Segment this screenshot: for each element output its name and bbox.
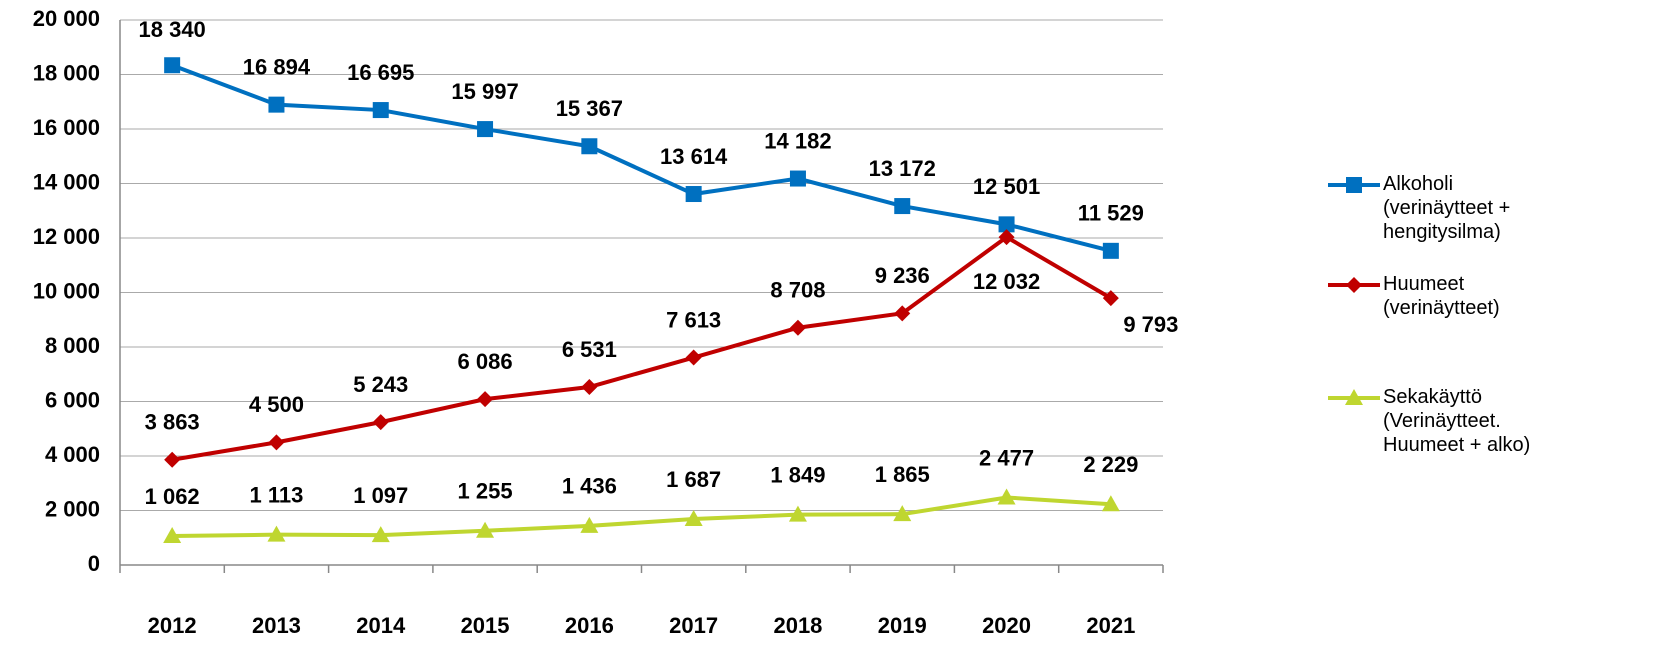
data-label: 4 500 <box>249 392 304 417</box>
marker <box>1102 242 1119 259</box>
marker <box>1346 277 1362 293</box>
data-label: 1 849 <box>770 462 825 487</box>
marker <box>894 198 911 215</box>
line <box>172 495 1111 539</box>
data-label: 12 501 <box>973 174 1040 199</box>
marker <box>998 216 1015 233</box>
data-label: 16 894 <box>243 54 311 79</box>
y-tick-label: 16 000 <box>33 115 100 140</box>
y-tick-label: 12 000 <box>33 224 100 249</box>
data-label: 8 708 <box>770 278 825 303</box>
marker <box>163 527 182 544</box>
x-tick-label: 2014 <box>356 613 406 638</box>
data-label: 14 182 <box>764 128 831 153</box>
x-tick-label: 2013 <box>252 613 301 638</box>
data-label: 16 695 <box>347 60 414 85</box>
marker <box>268 96 285 113</box>
marker <box>685 186 702 203</box>
data-label: 1 865 <box>875 462 930 487</box>
data-label: 5 243 <box>353 372 408 397</box>
data-label: 7 613 <box>666 307 721 332</box>
data-label: 13 614 <box>660 144 728 169</box>
x-tick-label: 2015 <box>461 613 510 638</box>
y-tick-label: 20 000 <box>33 6 100 31</box>
legend-label: Alkoholi (verinäytteet + hengitysilma) <box>1383 173 1511 243</box>
data-label: 6 531 <box>562 337 617 362</box>
marker <box>580 516 599 533</box>
data-label: 11 529 <box>1078 201 1144 226</box>
marker <box>581 379 598 396</box>
x-tick-label: 2021 <box>1086 613 1135 638</box>
marker <box>997 488 1016 505</box>
marker <box>788 505 807 522</box>
marker <box>476 521 495 538</box>
marker <box>894 305 911 322</box>
data-label: 2 229 <box>1083 452 1138 477</box>
x-tick-label: 2019 <box>878 613 927 638</box>
data-label: 15 367 <box>556 96 623 121</box>
marker <box>268 434 285 451</box>
data-label: 1 687 <box>666 467 721 492</box>
marker <box>1345 389 1363 405</box>
data-label: 18 340 <box>139 17 206 42</box>
marker <box>372 414 389 431</box>
legend-label: Sekakäyttö (Verinäytteet. Huumeet + alko… <box>1383 386 1531 456</box>
x-tick-label: 2016 <box>565 613 614 638</box>
data-label: 15 997 <box>451 79 518 104</box>
y-tick-label: 2 000 <box>45 496 100 521</box>
data-label: 3 863 <box>145 410 200 435</box>
marker <box>998 229 1015 246</box>
data-label: 6 086 <box>458 349 513 374</box>
marker <box>267 525 286 542</box>
marker <box>164 57 181 74</box>
y-tick-label: 18 000 <box>33 60 100 85</box>
y-tick-label: 0 <box>88 551 100 576</box>
x-tick-label: 2018 <box>773 613 822 638</box>
y-tick-label: 10 000 <box>33 278 100 303</box>
data-label: 2 477 <box>979 445 1034 470</box>
marker <box>477 121 494 138</box>
data-label: 12 032 <box>973 269 1040 294</box>
marker <box>893 505 912 522</box>
data-label: 1 255 <box>458 479 513 504</box>
y-tick-label: 8 000 <box>45 333 100 358</box>
data-label: 1 436 <box>562 474 617 499</box>
marker <box>1346 177 1362 193</box>
y-tick-label: 14 000 <box>33 169 100 194</box>
x-tick-label: 2012 <box>148 613 197 638</box>
marker <box>477 391 494 408</box>
data-label: 13 172 <box>869 156 936 181</box>
marker <box>685 349 702 366</box>
marker <box>789 170 806 187</box>
x-tick-label: 2020 <box>982 613 1031 638</box>
marker <box>684 510 703 527</box>
y-tick-label: 6 000 <box>45 387 100 412</box>
marker <box>371 526 390 543</box>
data-label: 9 236 <box>875 263 930 288</box>
data-label: 1 097 <box>353 483 408 508</box>
marker <box>581 138 598 155</box>
line <box>171 63 1112 253</box>
marker <box>789 319 806 336</box>
marker <box>1102 290 1119 307</box>
data-label: 1 062 <box>145 484 200 509</box>
marker <box>1101 495 1120 512</box>
marker <box>372 102 389 119</box>
data-label: 9 793 <box>1123 312 1178 337</box>
x-tick-label: 2017 <box>669 613 718 638</box>
y-tick-label: 4 000 <box>45 442 100 467</box>
legend-label: Huumeet (verinäytteet) <box>1383 273 1500 319</box>
data-label: 1 113 <box>250 482 304 507</box>
marker <box>164 451 181 468</box>
line <box>171 234 1112 462</box>
